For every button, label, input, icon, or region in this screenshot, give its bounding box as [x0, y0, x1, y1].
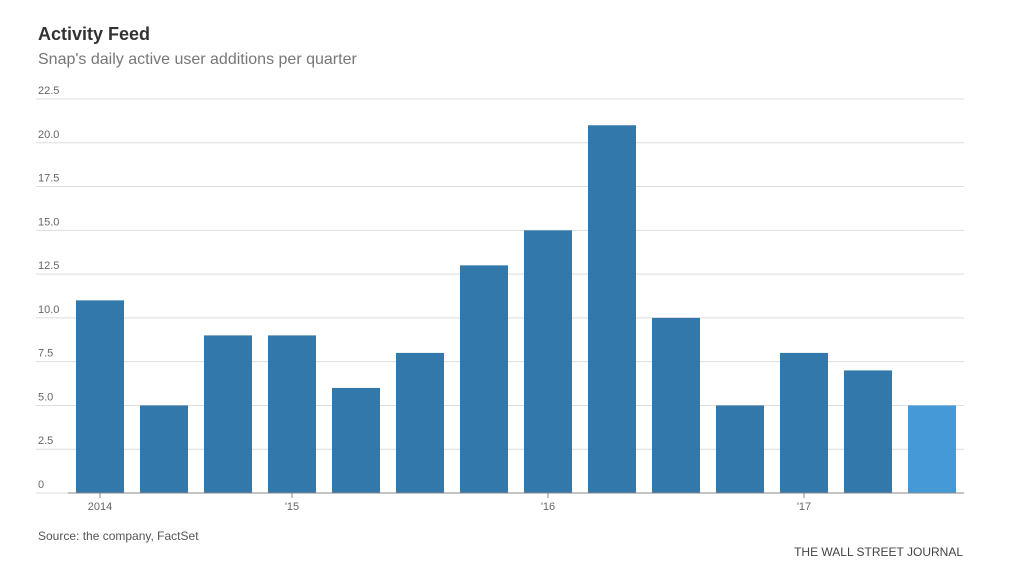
- y-tick-label: 5.0: [38, 391, 53, 403]
- y-tick-label: 12.5: [38, 260, 59, 272]
- bar: [908, 405, 956, 493]
- bar: [716, 405, 764, 493]
- bar: [332, 387, 380, 493]
- x-tick-label: 2014: [88, 501, 112, 513]
- y-tick-label: 17.5: [38, 173, 59, 185]
- bar: [588, 125, 636, 494]
- x-tick-label: '17: [797, 501, 811, 513]
- x-tick-label: '15: [285, 501, 299, 513]
- bar: [140, 405, 188, 493]
- chart-title: Activity Feed: [38, 24, 150, 44]
- x-tick-label: '16: [541, 501, 555, 513]
- source: Source: the company, FactSet: [38, 529, 199, 543]
- bar: [780, 352, 828, 493]
- y-tick-label: 20.0: [38, 129, 59, 141]
- y-tick-label: 10.0: [38, 304, 59, 316]
- y-tick-label: 22.5: [38, 85, 59, 97]
- bar: [204, 335, 252, 493]
- bar: [268, 335, 316, 493]
- bar: [524, 230, 572, 494]
- bar: [460, 265, 508, 493]
- y-tick-label: 2.5: [38, 435, 53, 447]
- bar: [652, 317, 700, 493]
- chart-subtitle: Snap's daily active user additions per q…: [38, 51, 357, 68]
- bar: [844, 370, 892, 493]
- bar: [396, 352, 444, 493]
- credit: THE WALL STREET JOURNAL: [794, 545, 963, 559]
- y-tick-label: 0: [38, 479, 44, 491]
- y-tick-label: 7.5: [38, 348, 53, 360]
- bar: [76, 300, 124, 493]
- y-tick-label: 15.0: [38, 216, 59, 228]
